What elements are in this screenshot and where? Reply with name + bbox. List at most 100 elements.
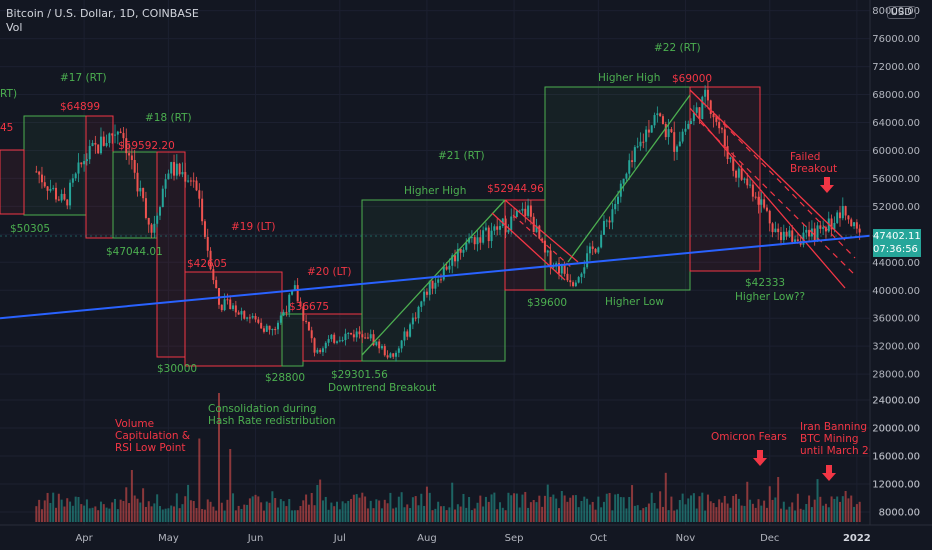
volume-bar (608, 492, 611, 522)
candle-body (543, 240, 546, 253)
volume-bar (431, 510, 434, 522)
volume-bar (799, 508, 802, 522)
green-range-box (281, 313, 304, 367)
time-axis[interactable]: Apr May Jun Jul Aug Sep Oct Nov Dec 2022 (0, 524, 932, 544)
candle-body (237, 312, 240, 315)
candle-body (378, 341, 381, 349)
volume-bar (690, 495, 693, 522)
candle-body (195, 180, 198, 191)
candle-body (192, 180, 195, 182)
volume-bar (855, 504, 858, 522)
candle-body (187, 180, 190, 182)
candle-body (397, 348, 400, 353)
candle-body (74, 173, 77, 179)
candle-body (847, 215, 850, 220)
candle-body (805, 229, 808, 233)
volume-bar (782, 501, 785, 522)
candle-body (617, 196, 620, 205)
volume-bar (254, 494, 257, 522)
volume-bar (597, 496, 600, 522)
candle-body (91, 142, 94, 147)
volume-bar (153, 503, 156, 522)
label-failed-breakout: Failed (790, 151, 820, 163)
volume-bar (844, 491, 847, 522)
volume-bar (605, 493, 608, 522)
label-volume-capitulation: Volume (115, 418, 154, 430)
candle-body (215, 280, 218, 289)
candle-body (439, 279, 442, 281)
candle-body (853, 222, 856, 227)
volume-bar (617, 493, 620, 522)
candle-body (541, 238, 544, 241)
price-axis[interactable]: 80000.00 76000.00 72000.00 68000.00 64000.00… (869, 0, 932, 550)
candle-body (333, 334, 336, 343)
volume-bar (229, 449, 232, 522)
volume-bar (262, 510, 265, 522)
peak-label-64899: $64899 (60, 101, 100, 113)
candle-body (170, 162, 173, 174)
volume-bar (268, 502, 271, 522)
volume-bar (527, 507, 530, 522)
volume-bar (293, 510, 296, 522)
volume-bar (482, 506, 485, 522)
candle-body (111, 133, 114, 136)
volume-bar (108, 508, 111, 522)
time-tick-label: Dec (760, 533, 779, 544)
candle-body (316, 349, 319, 353)
volume-bar (248, 498, 251, 522)
symbol-title[interactable]: Bitcoin / U.S. Dollar, 1D, COINBASE (6, 7, 199, 20)
candle-body (344, 333, 347, 341)
volume-bar (822, 505, 825, 522)
candle-body (855, 222, 858, 229)
volume-bar (490, 494, 493, 522)
candle-body (57, 199, 60, 201)
candle-body (720, 128, 723, 130)
volume-bar (344, 503, 347, 522)
candle-body (788, 230, 791, 237)
currency-button[interactable]: USD (886, 6, 916, 19)
volume-bar (43, 500, 46, 522)
volume-bar (397, 496, 400, 522)
volume-bar (133, 495, 136, 522)
candle-body (687, 123, 690, 129)
volume-bar (69, 501, 72, 522)
volume-bar (178, 508, 181, 522)
volume-bar (839, 501, 841, 522)
candle-body (684, 128, 687, 132)
candle-body (375, 341, 378, 346)
volume-bar (285, 506, 288, 522)
volume-bar (558, 508, 560, 522)
candle-body (307, 321, 310, 331)
candle-body (139, 187, 142, 192)
volume-bar (91, 507, 94, 522)
candle-body (293, 285, 296, 291)
volume-bar (631, 485, 634, 522)
candle-body (136, 172, 139, 192)
price-tick-label: 80000.00 (872, 6, 920, 17)
candle-body (743, 178, 746, 180)
volume-bar (788, 506, 791, 522)
volume-tick-label: 24000.00 (872, 396, 920, 407)
volume-bar (296, 510, 299, 522)
candle-body (566, 273, 569, 281)
candle-body (709, 100, 712, 115)
candle-body (841, 206, 844, 219)
candle-body (330, 334, 333, 340)
volume-bar (167, 508, 170, 522)
candle-body (296, 285, 299, 302)
peak-label-36675: $36675 (289, 301, 329, 313)
volume-indicator-label[interactable]: Vol (6, 21, 23, 34)
time-tick-label: Oct (590, 533, 607, 544)
volume-bar (71, 505, 74, 522)
range-boxes (0, 86, 761, 367)
volume-bar (757, 499, 760, 522)
candle-body (586, 253, 589, 268)
volume-bar (692, 493, 695, 522)
label-rt17: #17 (RT) (60, 72, 107, 84)
volume-bar (754, 507, 757, 522)
candle-body (459, 248, 462, 253)
volume-bar (223, 510, 226, 522)
volume-bar (779, 508, 782, 522)
trend-line[interactable] (0, 234, 871, 320)
